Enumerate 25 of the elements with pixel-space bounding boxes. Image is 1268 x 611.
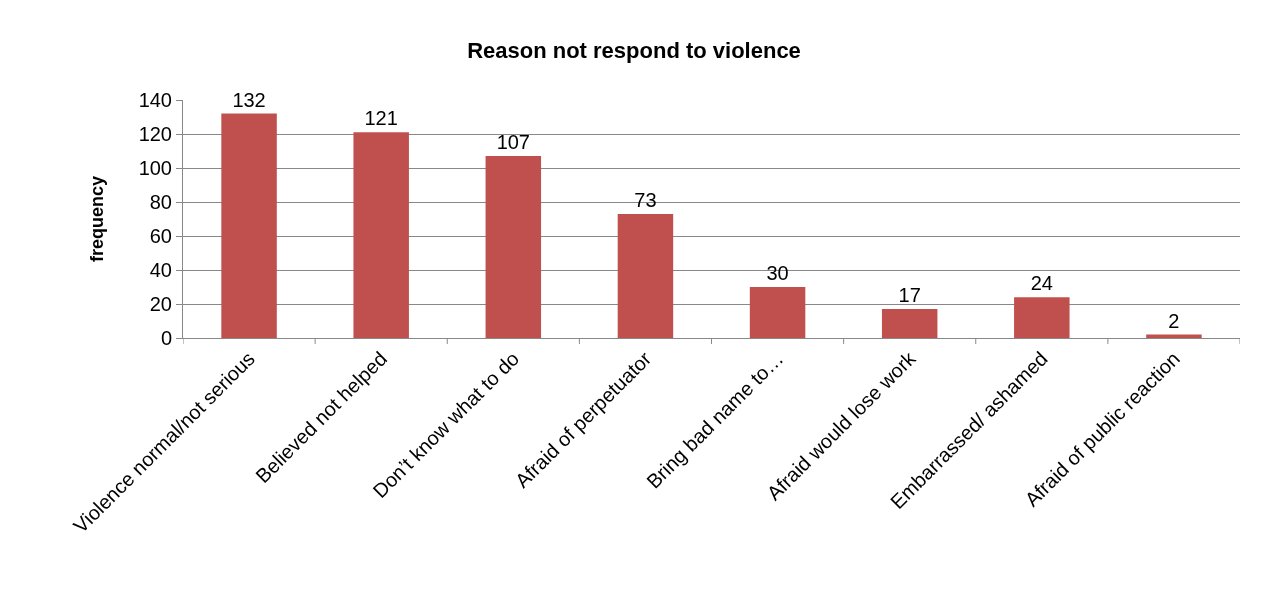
data-label: 132 [232,88,266,111]
y-tick-label: 40 [149,259,172,281]
y-tick-label: 80 [149,191,172,213]
data-label: 17 [898,284,921,307]
data-label: 73 [634,188,657,211]
data-label: 107 [496,131,530,154]
chart-title: Reason not respond to violence [467,38,801,64]
bar [881,309,938,338]
data-label: 2 [1168,309,1180,332]
data-label: 121 [364,107,398,130]
y-tick-label: 140 [138,89,172,111]
y-tick-label: 20 [149,293,172,315]
bar [221,113,277,338]
data-label: 24 [1030,272,1053,295]
bar [353,132,409,338]
y-tick-label: 60 [149,225,172,247]
bar [1014,297,1070,338]
y-axis-title: frequency [86,175,107,263]
bar [617,213,674,338]
y-tick-label: 120 [138,123,172,145]
y-tick-label: 100 [138,157,172,179]
data-label: 30 [766,262,789,284]
bar [485,156,542,338]
y-tick-label: 0 [160,327,172,349]
bar [749,287,806,338]
